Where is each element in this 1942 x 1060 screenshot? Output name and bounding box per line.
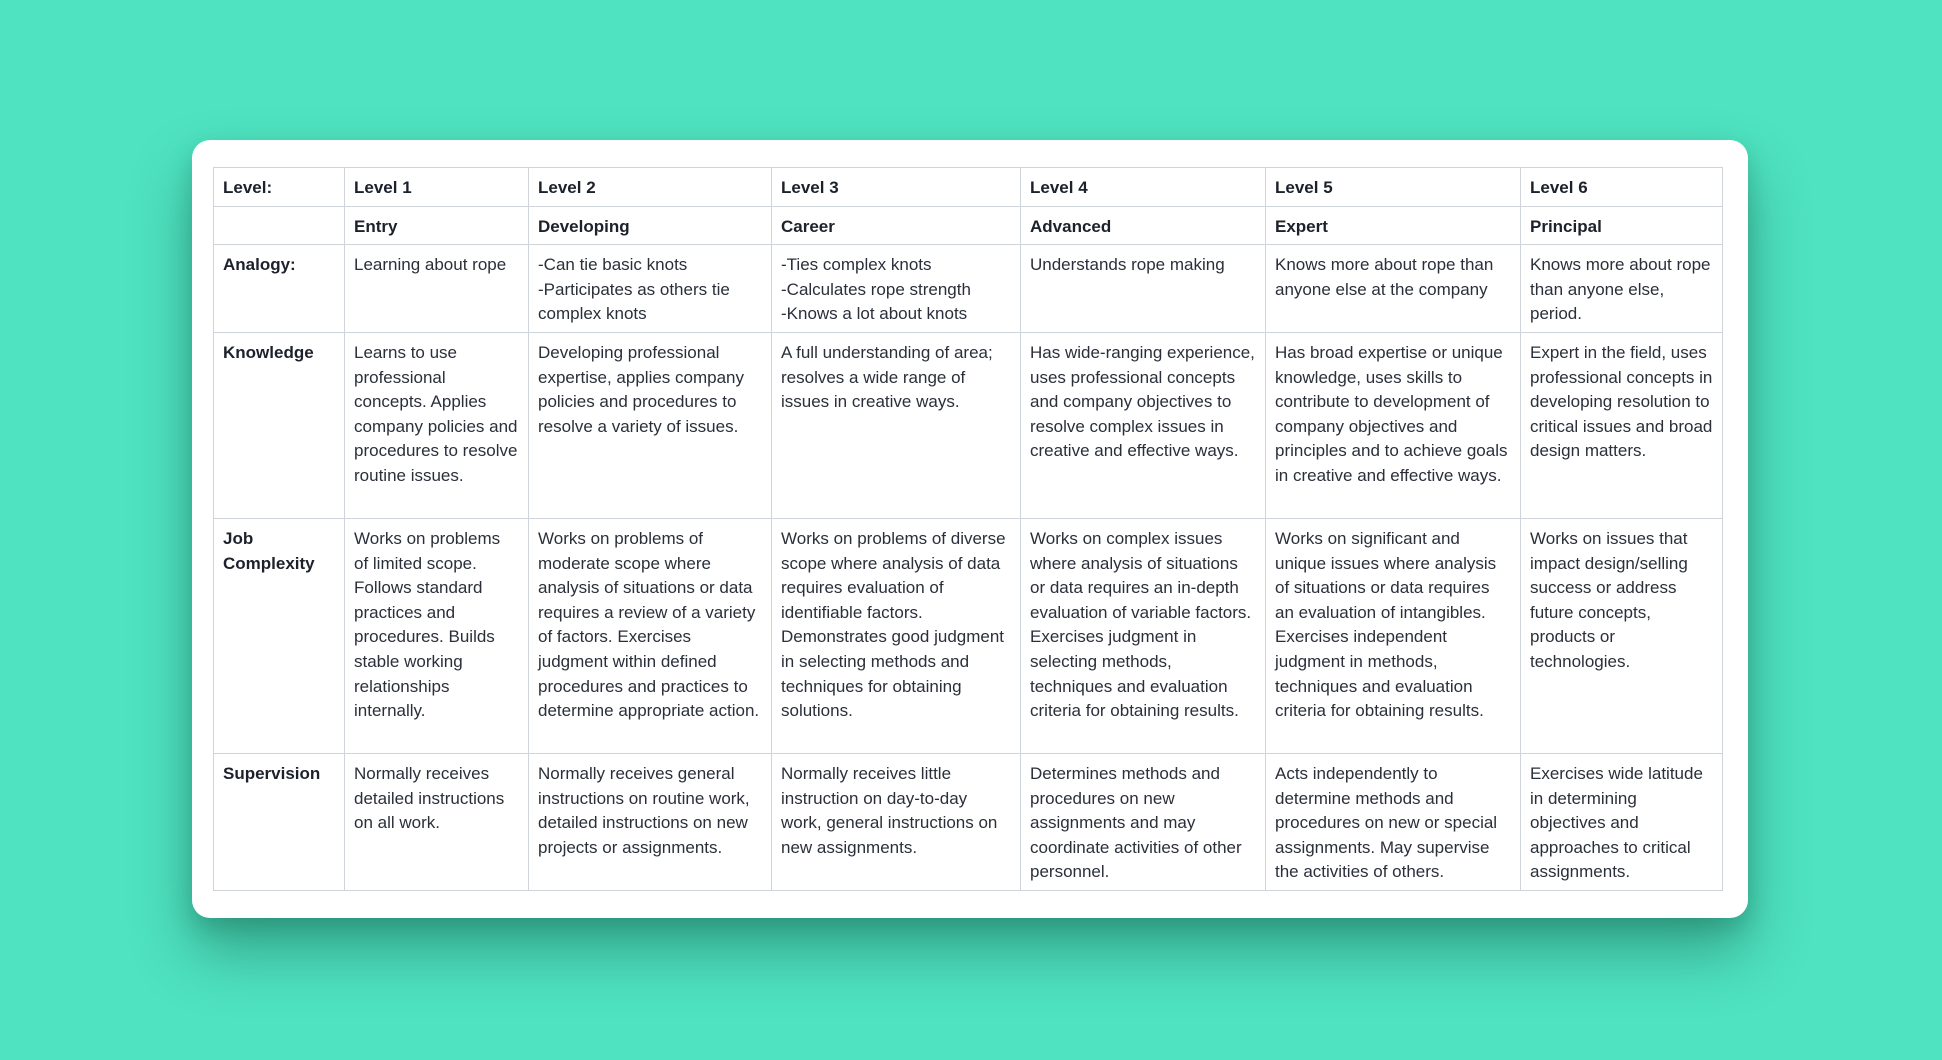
- analogy-label: Analogy:: [213, 244, 345, 333]
- analogy-level-3: -Ties complex knots -Calculates rope str…: [771, 244, 1021, 333]
- analogy-row: Analogy: Learning about rope -Can tie ba…: [213, 244, 1723, 333]
- analogy-level-5: Knows more about rope than anyone else a…: [1265, 244, 1521, 333]
- knowledge-level-6: Expert in the field, uses professional c…: [1520, 331, 1723, 519]
- level-3-title: Career: [771, 205, 1021, 246]
- title-row-label: [213, 205, 345, 246]
- analogy-level-4: Understands rope making: [1020, 244, 1266, 333]
- knowledge-level-2: Developing professional expertise, appli…: [528, 331, 772, 519]
- knowledge-level-4: Has wide-ranging experience, uses profes…: [1020, 331, 1266, 519]
- analogy-level-6: Knows more about rope than anyone else, …: [1520, 244, 1723, 333]
- level-number-row: Level: Level 1 Level 2 Level 3 Level 4 L…: [213, 167, 1723, 207]
- levels-card: Level: Level 1 Level 2 Level 3 Level 4 L…: [192, 140, 1748, 918]
- job-complexity-level-5: Works on significant and unique issues w…: [1265, 517, 1521, 754]
- job-complexity-row: Job Complexity Works on problems of limi…: [213, 517, 1723, 754]
- job-complexity-level-6: Works on issues that impact design/selli…: [1520, 517, 1723, 754]
- supervision-label: Supervision: [213, 752, 345, 891]
- level-2-title: Developing: [528, 205, 772, 246]
- supervision-level-5: Acts independently to determine methods …: [1265, 752, 1521, 891]
- supervision-level-6: Exercises wide latitude in determining o…: [1520, 752, 1723, 891]
- level-4-title: Advanced: [1020, 205, 1266, 246]
- knowledge-row: Knowledge Learns to use professional con…: [213, 331, 1723, 519]
- job-complexity-level-1: Works on problems of limited scope. Foll…: [344, 517, 529, 754]
- job-complexity-label: Job Complexity: [213, 517, 345, 754]
- knowledge-level-1: Learns to use professional concepts. App…: [344, 331, 529, 519]
- knowledge-level-5: Has broad expertise or unique knowledge,…: [1265, 331, 1521, 519]
- knowledge-level-3: A full understanding of area; resolves a…: [771, 331, 1021, 519]
- level-6-title: Principal: [1520, 205, 1723, 246]
- level-5-header: Level 5: [1265, 167, 1521, 207]
- analogy-level-1: Learning about rope: [344, 244, 529, 333]
- level-5-title: Expert: [1265, 205, 1521, 246]
- job-complexity-level-3: Works on problems of diverse scope where…: [771, 517, 1021, 754]
- level-header-label: Level:: [213, 167, 345, 207]
- level-6-header: Level 6: [1520, 167, 1723, 207]
- supervision-level-1: Normally receives detailed instructions …: [344, 752, 529, 891]
- job-complexity-level-4: Works on complex issues where analysis o…: [1020, 517, 1266, 754]
- level-title-row: Entry Developing Career Advanced Expert …: [213, 205, 1723, 246]
- analogy-level-2: -Can tie basic knots -Participates as ot…: [528, 244, 772, 333]
- level-1-header: Level 1: [344, 167, 529, 207]
- level-1-title: Entry: [344, 205, 529, 246]
- supervision-level-4: Determines methods and procedures on new…: [1020, 752, 1266, 891]
- supervision-level-3: Normally receives little instruction on …: [771, 752, 1021, 891]
- level-2-header: Level 2: [528, 167, 772, 207]
- knowledge-label: Knowledge: [213, 331, 345, 519]
- supervision-row: Supervision Normally receives detailed i…: [213, 752, 1723, 891]
- job-complexity-level-2: Works on problems of moderate scope wher…: [528, 517, 772, 754]
- supervision-level-2: Normally receives general instructions o…: [528, 752, 772, 891]
- level-4-header: Level 4: [1020, 167, 1266, 207]
- career-levels-table: Level: Level 1 Level 2 Level 3 Level 4 L…: [213, 167, 1723, 891]
- level-3-header: Level 3: [771, 167, 1021, 207]
